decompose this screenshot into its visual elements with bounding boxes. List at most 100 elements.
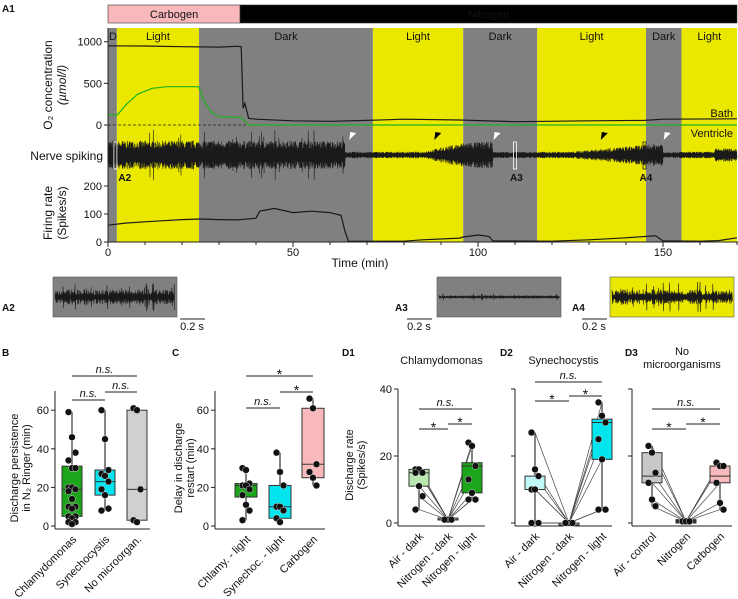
c-data-point bbox=[279, 481, 288, 490]
d3-data-point bbox=[644, 479, 653, 487]
d2-data-point bbox=[594, 398, 603, 407]
c-box bbox=[301, 407, 325, 479]
inset-a4-trace bbox=[611, 281, 733, 313]
d3-data-point bbox=[719, 462, 728, 470]
b-data-point bbox=[104, 478, 113, 486]
c-data-point bbox=[279, 506, 288, 515]
c-significance-label: * bbox=[277, 366, 283, 382]
d1-data-point bbox=[440, 516, 449, 524]
d1-data-point bbox=[468, 489, 476, 497]
ventricle-trace bbox=[108, 86, 737, 126]
panel-label-d1: D1 bbox=[342, 348, 355, 359]
period-label: Light bbox=[580, 31, 604, 43]
period-dark bbox=[463, 28, 538, 242]
period-label: Light bbox=[406, 31, 430, 43]
c-data-point bbox=[272, 449, 281, 457]
b-data-point bbox=[68, 505, 76, 513]
d3-title: No bbox=[675, 346, 689, 358]
white-arrowhead-icon bbox=[349, 132, 357, 140]
c-y-tick-label: 40 bbox=[197, 444, 209, 456]
nerve-spiking-label: Nerve spiking bbox=[30, 149, 103, 163]
b-significance-label: n.s. bbox=[80, 388, 98, 400]
d1-data-point bbox=[418, 469, 427, 477]
d3-data-point bbox=[644, 442, 653, 450]
d2-data-point bbox=[527, 519, 536, 527]
d3-significance-label: n.s. bbox=[677, 397, 695, 409]
b-data-point bbox=[101, 435, 109, 443]
period-light bbox=[681, 28, 737, 242]
firing-axis-label: Firing rate bbox=[41, 186, 55, 240]
d1-data-point bbox=[415, 482, 423, 490]
d1-title: Chlamydomonas bbox=[400, 355, 483, 367]
period-dark bbox=[645, 28, 682, 242]
c-significance-label: n.s. bbox=[254, 396, 272, 408]
d2-data-point bbox=[561, 519, 570, 527]
b-data-point bbox=[64, 408, 73, 416]
d3-data-point bbox=[648, 495, 656, 504]
d1-data-point bbox=[464, 495, 473, 504]
panel-label-c: C bbox=[172, 348, 179, 359]
period-light bbox=[537, 28, 646, 242]
d2-data-point bbox=[594, 435, 603, 443]
white-arrowhead-icon bbox=[663, 132, 671, 140]
d3-paired-line bbox=[651, 482, 721, 522]
period-label: Dark bbox=[489, 31, 513, 43]
d2-data-point bbox=[531, 465, 539, 474]
b-data-point bbox=[133, 406, 141, 414]
period-light bbox=[116, 28, 200, 242]
b-data-point bbox=[64, 456, 73, 464]
period-dark bbox=[199, 28, 373, 242]
b-y-tick-label: 40 bbox=[37, 444, 49, 456]
b-y-tick-label: 20 bbox=[37, 482, 49, 494]
period-label: Dark bbox=[652, 31, 676, 43]
scale-bar-label: 0.2 s bbox=[407, 321, 431, 333]
b-data-point bbox=[68, 520, 76, 528]
d2-data-point bbox=[601, 418, 610, 427]
d1-significance-label: * bbox=[431, 419, 437, 435]
d3-data-point bbox=[651, 469, 660, 477]
inset-a2-trace bbox=[54, 282, 175, 312]
inset-marker-label: A2 bbox=[118, 173, 131, 184]
b-data-point bbox=[104, 505, 113, 513]
period-label: Light bbox=[146, 31, 170, 43]
d2-data-point bbox=[534, 472, 543, 480]
d2-data-point bbox=[568, 519, 577, 527]
d2-data-point bbox=[598, 455, 606, 463]
c-y-axis-label: Delay in discharge bbox=[173, 423, 185, 514]
c-data-point bbox=[238, 516, 247, 524]
bath-label: Bath bbox=[710, 108, 733, 120]
nerve-spiking-trace bbox=[107, 129, 738, 181]
panel-label-a3: A3 bbox=[395, 303, 408, 314]
b-data-point bbox=[68, 495, 76, 503]
b-data-point bbox=[71, 464, 80, 472]
scale-bar-label: 0.2 s bbox=[582, 321, 606, 333]
c-data-point bbox=[242, 501, 250, 509]
d1-y-axis-label: Discharge rate bbox=[344, 429, 356, 501]
d2-data-point bbox=[594, 506, 603, 514]
inset-a3-trace bbox=[438, 293, 560, 301]
b-data-point bbox=[71, 485, 80, 493]
c-data-point bbox=[309, 404, 317, 412]
d1-significance-label: n.s. bbox=[437, 397, 455, 409]
b-category-label: Chlamydomonas bbox=[12, 533, 79, 599]
inset-marker-a2 bbox=[113, 141, 118, 170]
d3-category-label: Air - control bbox=[611, 531, 659, 579]
b-data-point bbox=[104, 466, 113, 474]
d1-y-tick-label: 20 bbox=[380, 451, 392, 463]
bath-trace bbox=[107, 45, 738, 123]
x-tick-label: 50 bbox=[287, 247, 299, 259]
gas-bar-label: Carbogen bbox=[150, 9, 198, 21]
d2-data-point bbox=[534, 519, 543, 527]
b-category-label: No microorgan. bbox=[82, 534, 144, 596]
b-y-tick-label: 0 bbox=[43, 521, 49, 533]
d3-box bbox=[641, 452, 663, 484]
d1-y-axis-label-line2: (Spikes/s) bbox=[356, 441, 368, 490]
inset-marker-a4 bbox=[642, 141, 647, 170]
c-y-tick-label: 60 bbox=[197, 405, 209, 417]
d2-data-point bbox=[598, 412, 606, 420]
period-label: D bbox=[109, 31, 117, 43]
b-data-point bbox=[133, 518, 141, 526]
c-significance-label: * bbox=[294, 382, 300, 398]
x-axis-label: Time (min) bbox=[332, 256, 389, 270]
